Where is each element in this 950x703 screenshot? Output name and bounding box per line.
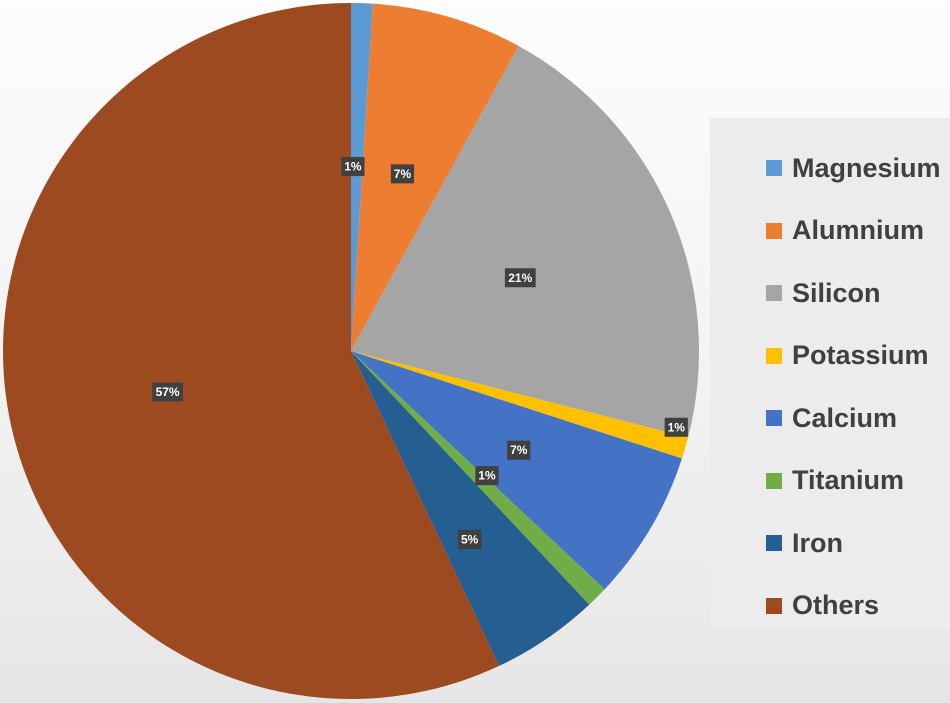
legend-item-iron: Iron [710,512,950,575]
slices-layer [3,3,699,699]
pie-slice-iron [351,351,590,666]
data-label-iron: 5% [458,529,482,549]
data-labels-layer: 1% 7% 21% 1% 7% 1% 5% 57% [152,157,688,549]
legend-label: Magnesium [792,152,941,183]
legend-swatch [766,597,782,614]
legend: Magnesium Alumnium Silicon Potassium Calcium… [710,118,950,628]
pie-slice-calcium [351,351,682,590]
data-label-text: 1% [344,160,362,174]
data-label-box [475,466,499,486]
legend-item-magnesium: Magnesium [710,137,950,200]
legend-label: Calcium [792,402,898,433]
legend-label: Iron [792,527,843,558]
legend-item-calcium: Calcium [710,387,950,450]
data-label-text: 5% [461,532,479,546]
legend-label: Alumnium [792,215,924,246]
data-label-box [152,382,184,402]
pie-slice-alumnium [351,3,519,351]
data-label-alumnium: 7% [390,164,415,184]
data-label-others: 57% [152,382,184,402]
legend-label: Silicon [792,277,881,308]
data-label-text: 1% [668,420,686,434]
legend-label: Others [792,590,880,621]
legend-swatch [766,472,782,489]
legend-item-others: Others [710,575,950,638]
data-label-potassium: 1% [664,417,688,437]
data-label-text: 57% [156,385,180,399]
data-label-text: 21% [508,271,532,285]
data-label-titanium: 1% [475,466,499,486]
pie-slice-silicon [351,46,699,438]
legend-item-silicon: Silicon [710,262,950,325]
pie-slice-potassium [351,351,689,459]
legend-swatch [766,285,782,302]
legend-swatch [766,535,782,552]
legend-item-alumnium: Alumnium [710,200,950,263]
data-label-box [341,157,365,177]
legend-item-potassium: Potassium [710,325,950,388]
legend-swatch [766,222,782,239]
legend-swatch [766,347,782,364]
data-label-silicon: 21% [504,268,536,288]
data-label-box [458,529,482,549]
data-label-box [507,440,531,460]
legend-item-titanium: Titanium [710,450,950,513]
legend-label: Titanium [792,465,905,496]
data-label-calcium: 7% [507,440,531,460]
legend-swatch [766,160,782,177]
data-label-text: 1% [478,469,496,483]
legend-label: Potassium [792,340,929,371]
data-label-text: 7% [510,443,528,457]
pie-slice-others [3,3,500,699]
pie-slice-magnesium [351,3,373,351]
data-label-box [664,417,688,437]
data-label-box [390,164,415,184]
data-label-box [504,268,536,288]
data-label-text: 7% [394,167,412,181]
legend-swatch [766,410,782,427]
data-label-magnesium: 1% [341,157,365,177]
